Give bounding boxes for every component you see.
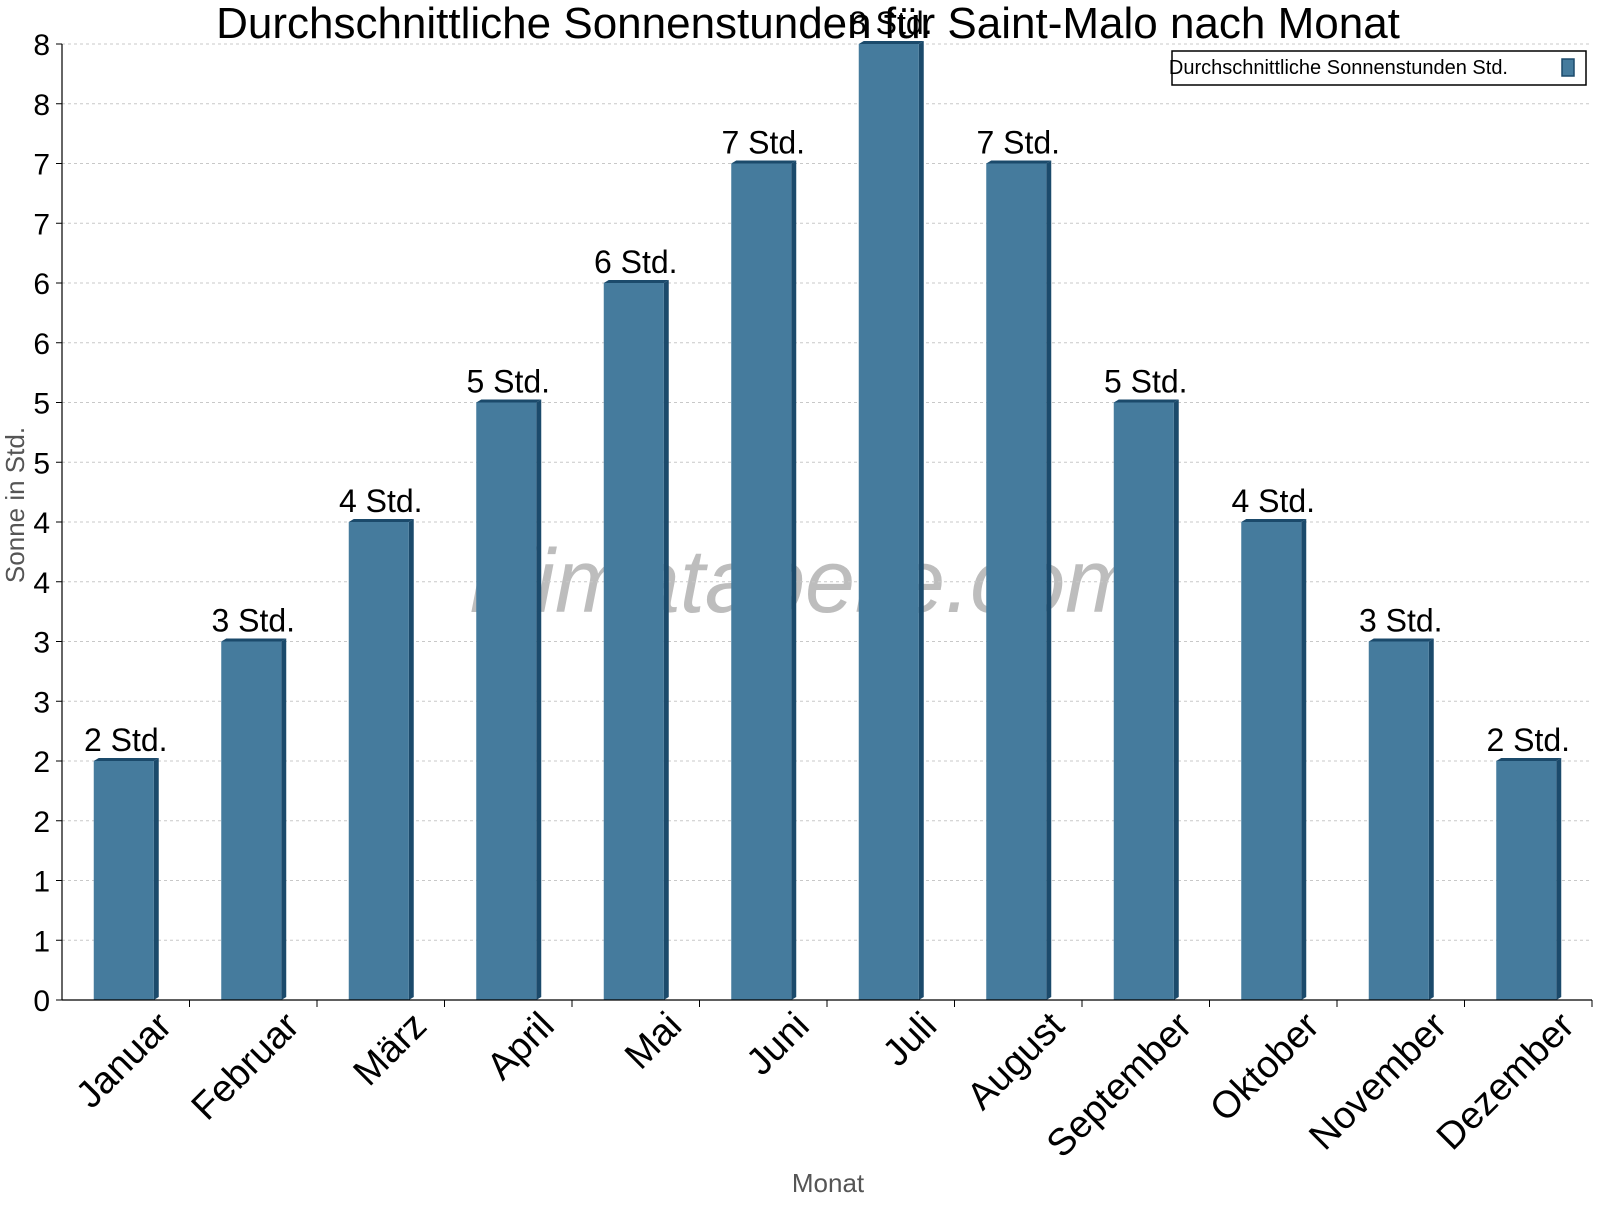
x-tick-label: Februar [184, 1004, 308, 1128]
axes [56, 43, 1593, 1007]
y-tick-label: 3 [33, 627, 50, 660]
x-tick-label: Januar [68, 1004, 180, 1116]
x-tick-label: Mai [617, 1005, 690, 1078]
x-axis-label: Monat [792, 1168, 865, 1198]
grid-lines [62, 43, 1592, 941]
x-tick-label: August [959, 1004, 1073, 1118]
y-tick-label: 8 [33, 29, 50, 62]
bar [221, 641, 282, 1000]
x-tick-label: April [479, 1005, 562, 1088]
y-tick-label: 5 [33, 388, 50, 421]
bar [476, 402, 537, 1000]
chart-title: Durchschnittliche Sonnenstunden für Sain… [216, 0, 1400, 48]
y-tick-label: 1 [33, 866, 50, 899]
bar-top [603, 280, 669, 283]
bar-side [791, 160, 797, 1000]
legend-box [1171, 50, 1587, 86]
bar-side [281, 638, 287, 1000]
bar-side [1046, 160, 1052, 1000]
bar-side [1428, 638, 1434, 1000]
y-tick-label: 3 [33, 686, 50, 719]
x-tick-label: Juli [875, 1005, 945, 1075]
y-tick-labels: 0 1 1 2 2 3 3 4 4 5 5 6 6 7 7 8 8 [33, 29, 50, 1018]
bar-side [918, 41, 924, 1000]
bar [986, 163, 1047, 1000]
value-label: 7 Std. [976, 125, 1060, 161]
legend-label: Durchschnittliche Sonnenstunden Std. [1169, 57, 1508, 79]
value-label: 4 Std. [1231, 483, 1315, 519]
y-axis-label: Sonne in Std. [0, 427, 30, 583]
bar-side [1556, 758, 1562, 1000]
bar [1496, 761, 1557, 1000]
y-tick-label: 7 [33, 149, 50, 182]
bar-top [221, 638, 287, 642]
bar-top [476, 399, 542, 403]
value-label: 4 Std. [339, 483, 423, 519]
y-tick-label: 2 [33, 806, 50, 839]
value-label: 6 Std. [594, 244, 678, 280]
bar-top [731, 160, 797, 164]
bar-side [1301, 519, 1307, 1000]
y-tick-label: 1 [33, 925, 50, 958]
y-tick-label: 4 [33, 507, 50, 540]
bar-top [858, 41, 924, 44]
bar [348, 522, 409, 1000]
bar [1241, 522, 1302, 1000]
y-tick-label: 4 [33, 567, 50, 600]
bar-side [408, 519, 414, 1000]
x-tick-label: Dezember [1429, 1004, 1583, 1158]
x-tick-labels: Januar Februar März April Mai Juni Juli AugustS… [68, 1004, 1583, 1165]
bar [1368, 641, 1429, 1000]
bar [93, 761, 154, 1000]
bar-side [536, 399, 542, 1000]
bar-top [1113, 399, 1179, 403]
y-tick-label: 8 [33, 89, 50, 122]
bars [93, 41, 1562, 1000]
bar-top [1241, 519, 1307, 522]
value-label: 8 Std. [849, 5, 933, 41]
bar-top [93, 758, 159, 761]
value-label: 7 Std. [721, 125, 805, 161]
y-tick-label: 6 [33, 268, 50, 301]
value-label: 2 Std. [84, 722, 168, 758]
y-tick-label: 0 [33, 985, 50, 1018]
x-tick-label: Juni [739, 1005, 818, 1084]
bar-side [663, 280, 669, 1000]
bar [603, 283, 664, 1000]
bar-top [1496, 758, 1562, 761]
bar [1113, 402, 1174, 1000]
bar-side [1173, 399, 1179, 1000]
value-label: 3 Std. [1359, 603, 1443, 639]
bar-top [348, 519, 414, 522]
value-label: 2 Std. [1486, 722, 1570, 758]
bar [858, 44, 919, 1000]
x-tick-label: November [1301, 1004, 1455, 1158]
bar-side [153, 758, 159, 1000]
y-tick-label: 7 [33, 208, 50, 241]
value-label: 3 Std. [211, 603, 295, 639]
legend-swatch [1561, 58, 1575, 77]
y-tick-label: 2 [33, 746, 50, 779]
bar-top [1368, 638, 1434, 642]
x-tick-label: März [346, 1005, 435, 1094]
value-label: 5 Std. [1104, 364, 1188, 400]
value-label: 5 Std. [466, 364, 550, 400]
bar [731, 163, 792, 1000]
y-tick-label: 6 [33, 328, 50, 361]
value-labels: 2 Std. 3 Std. 4 Std. 5 Std. 6 Std. 7 Std. 8 St… [84, 5, 1570, 758]
x-tick-label: Oktober [1202, 1004, 1328, 1130]
legend: Durchschnittliche Sonnenstunden Std. [1169, 50, 1587, 86]
y-tick-label: 5 [33, 447, 50, 480]
bar-top [986, 160, 1052, 164]
